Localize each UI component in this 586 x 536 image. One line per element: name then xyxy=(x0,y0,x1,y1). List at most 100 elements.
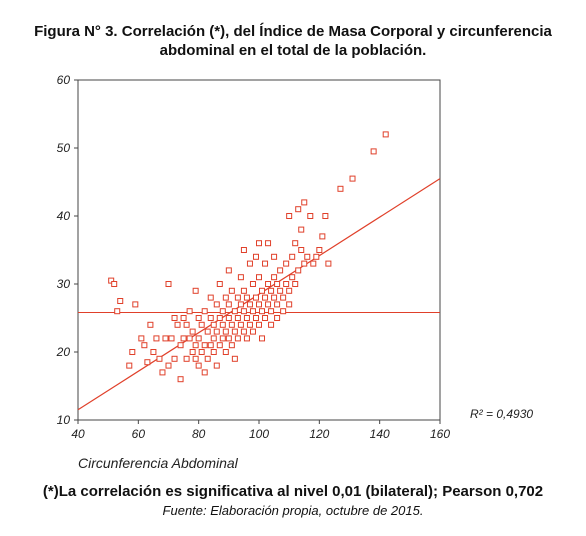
data-point xyxy=(153,335,160,342)
data-point xyxy=(198,349,205,355)
data-point xyxy=(144,359,151,366)
data-point xyxy=(219,308,226,315)
axes: 10 20 30 40 50 60 40 60 80 100 120 140 160 xyxy=(56,73,451,441)
data-point xyxy=(289,274,296,281)
data-point xyxy=(225,301,232,308)
data-point xyxy=(126,362,133,369)
chart-title: Figura N° 3. Correlación (*), del Índice… xyxy=(10,22,576,60)
y-tick-label: 40 xyxy=(57,209,71,223)
data-point xyxy=(319,233,326,240)
data-point xyxy=(252,253,259,260)
data-point xyxy=(265,240,272,247)
data-point xyxy=(108,277,115,284)
data-point xyxy=(265,301,272,308)
data-point xyxy=(240,328,247,335)
source-caption: Fuente: Elaboración propia, octubre de 2… xyxy=(162,503,424,518)
data-point xyxy=(252,294,259,301)
data-point xyxy=(237,274,244,281)
data-point xyxy=(195,315,202,321)
data-point xyxy=(228,321,235,328)
data-point xyxy=(301,199,308,206)
data-point xyxy=(295,206,302,213)
data-point xyxy=(283,281,290,287)
data-point xyxy=(283,260,290,267)
data-point xyxy=(268,321,275,328)
data-point xyxy=(132,301,139,308)
data-point xyxy=(325,260,332,267)
x-tick-label: 120 xyxy=(309,427,329,441)
data-point xyxy=(207,342,214,349)
data-point xyxy=(259,287,266,294)
data-point xyxy=(280,294,287,301)
data-point xyxy=(168,335,175,342)
chart-title-line1: Figura N° 3. Correlación (*), del Índice… xyxy=(34,23,552,40)
data-point xyxy=(207,315,214,321)
data-point xyxy=(262,315,269,321)
data-point xyxy=(129,349,136,355)
data-point xyxy=(310,260,317,267)
data-point xyxy=(213,328,220,335)
data-point xyxy=(192,355,199,362)
data-point xyxy=(292,281,299,287)
correlation-note: (*)La correlación es significativa al ni… xyxy=(42,483,544,500)
data-point xyxy=(198,321,205,328)
data-point xyxy=(225,315,232,321)
data-point xyxy=(252,315,259,321)
data-point xyxy=(171,315,178,321)
y-tick-label: 20 xyxy=(56,345,71,359)
data-point xyxy=(210,321,217,328)
data-point xyxy=(225,267,232,274)
data-point xyxy=(268,287,275,294)
data-point xyxy=(240,308,247,315)
x-tick-label: 40 xyxy=(71,427,85,441)
data-point xyxy=(231,355,238,362)
data-point xyxy=(268,308,275,315)
y-tick-label: 60 xyxy=(57,73,71,87)
data-point xyxy=(183,321,190,328)
data-point xyxy=(259,335,266,342)
data-point xyxy=(213,362,220,369)
data-point xyxy=(216,281,223,287)
data-point xyxy=(322,213,329,219)
data-point xyxy=(286,213,293,219)
data-point xyxy=(234,335,241,342)
data-point xyxy=(307,213,314,219)
data-point xyxy=(222,349,229,355)
data-point xyxy=(201,342,208,349)
data-point xyxy=(207,294,214,301)
y-tick-label: 50 xyxy=(57,141,71,155)
data-point xyxy=(246,321,253,328)
data-point xyxy=(114,308,121,315)
data-point xyxy=(265,281,272,287)
x-axis-title: Circunferencia Abdominal xyxy=(78,455,238,471)
chart-title-line2: abdominal en el total de la población. xyxy=(159,42,427,59)
data-point xyxy=(213,301,220,308)
data-point xyxy=(237,321,244,328)
y-tick-label: 30 xyxy=(57,277,71,291)
data-point xyxy=(195,362,202,369)
data-point xyxy=(162,335,169,342)
data-point xyxy=(111,281,118,287)
data-point xyxy=(192,287,199,294)
data-point xyxy=(138,335,145,342)
data-points xyxy=(108,131,389,383)
data-point xyxy=(165,281,172,287)
data-point xyxy=(295,267,302,274)
data-point xyxy=(304,253,311,260)
plot-frame xyxy=(77,79,441,421)
data-point xyxy=(240,247,247,253)
data-point xyxy=(234,315,241,321)
data-point xyxy=(259,308,266,315)
data-point xyxy=(249,328,256,335)
data-point xyxy=(177,376,184,383)
x-tick-label: 60 xyxy=(132,427,146,441)
data-point xyxy=(274,315,281,321)
data-point xyxy=(277,287,284,294)
data-point xyxy=(219,335,226,342)
data-point xyxy=(150,349,157,355)
data-point xyxy=(216,315,223,321)
data-point xyxy=(204,328,211,335)
data-point xyxy=(174,321,181,328)
y-tick-label: 10 xyxy=(57,413,71,427)
data-point xyxy=(256,321,262,328)
